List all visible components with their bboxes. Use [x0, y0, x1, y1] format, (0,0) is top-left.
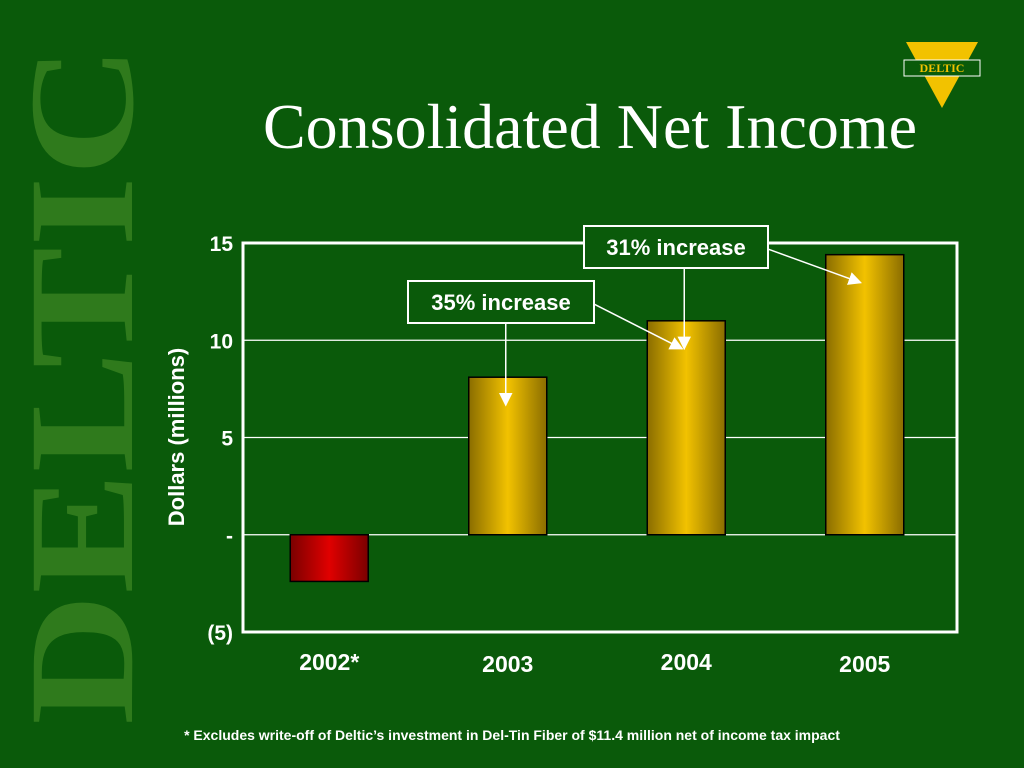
annotation-arrow [593, 303, 684, 350]
y-tick-label: 10 [210, 330, 233, 353]
logo-label-box [903, 59, 981, 77]
y-tick-label: - [226, 525, 233, 548]
x-tick-label: 2004 [661, 649, 712, 675]
deltic-watermark: DELTIC [20, 45, 150, 725]
bar [646, 320, 726, 536]
annotation-box [583, 225, 769, 269]
bar [825, 253, 905, 536]
annotation-arrow [767, 248, 863, 285]
x-tick-label: 2002* [299, 649, 359, 675]
slide-title: Consolidated Net Income [262, 91, 918, 162]
annotation-label: 35% increase [431, 290, 570, 315]
logo-label: DELTIC [920, 61, 965, 75]
y-tick-label: 15 [210, 233, 234, 256]
x-tick-label: 2005 [839, 651, 890, 677]
y-axis-label: Dollars (millions) [164, 348, 189, 526]
net-income-chart: 15 10 5 - (5) Dollars (millions) 2002* 2003 2004… [164, 225, 959, 677]
x-tick-label: 2003 [482, 651, 533, 677]
annotation-label: 31% increase [606, 235, 745, 260]
y-tick-label: 5 [221, 428, 233, 451]
bar [289, 534, 369, 583]
annotation-box [407, 280, 595, 324]
footnote: * Excludes write-off of Deltic’s investm… [184, 727, 840, 743]
deltic-logo: DELTIC [903, 42, 981, 108]
bar [468, 376, 548, 536]
watermark-text: DELTIC [20, 45, 150, 725]
y-tick-label: (5) [207, 622, 233, 645]
